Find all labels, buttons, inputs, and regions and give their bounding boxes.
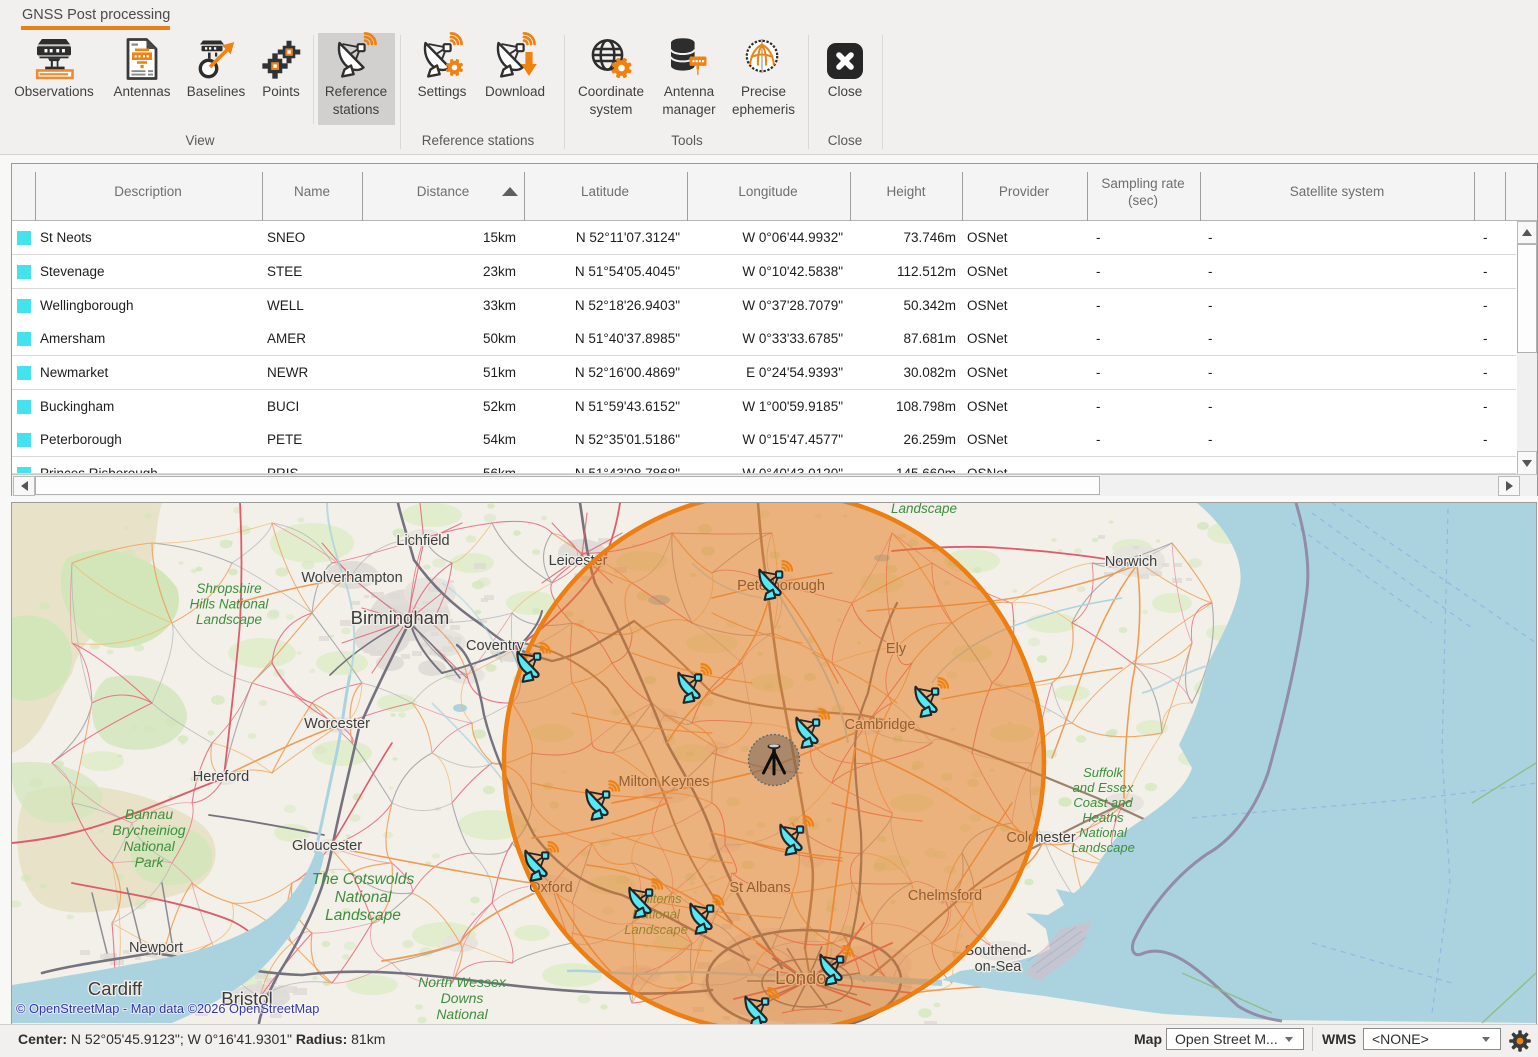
svg-text:The Cotswolds: The Cotswolds [312, 871, 415, 888]
svg-text:Worcester: Worcester [304, 716, 370, 732]
svg-text:National: National [335, 889, 392, 906]
svg-text:Brycheiniog: Brycheiniog [112, 822, 185, 838]
svg-text:Birmingham: Birmingham [351, 607, 450, 628]
svg-text:Landscape: Landscape [891, 503, 957, 516]
svg-text:Heaths: Heaths [1082, 810, 1124, 825]
svg-text:National: National [1079, 825, 1128, 840]
svg-text:Coventry: Coventry [466, 638, 525, 654]
svg-text:Cardiff: Cardiff [88, 978, 143, 999]
svg-text:Shropshire: Shropshire [196, 581, 261, 596]
svg-text:Hereford: Hereford [193, 769, 249, 785]
svg-text:Downs: Downs [441, 990, 484, 1006]
svg-text:Hills National: Hills National [190, 597, 270, 612]
svg-text:National: National [436, 1006, 488, 1022]
svg-text:Coast and: Coast and [1073, 795, 1133, 810]
svg-text:Bannau: Bannau [125, 806, 173, 822]
svg-text:National: National [123, 838, 175, 854]
svg-text:Gloucester: Gloucester [292, 838, 362, 854]
svg-text:on-Sea: on-Sea [975, 959, 1023, 975]
svg-text:Norwich: Norwich [1105, 554, 1157, 570]
svg-text:Suffolk: Suffolk [1083, 765, 1124, 780]
svg-text:Wolverhampton: Wolverhampton [301, 570, 402, 586]
svg-text:Lichfield: Lichfield [396, 533, 449, 549]
svg-text:Landscape: Landscape [196, 612, 262, 627]
svg-text:Newport: Newport [129, 940, 183, 956]
svg-text:Landscape: Landscape [325, 907, 401, 924]
svg-text:Bristol: Bristol [221, 988, 272, 1009]
svg-text:Southend-: Southend- [965, 943, 1032, 959]
svg-text:and Essex: and Essex [1073, 780, 1134, 795]
svg-text:North Wessex: North Wessex [418, 974, 507, 990]
svg-text:Park: Park [135, 854, 165, 870]
svg-text:© OpenStreetMap - Map data ©20: © OpenStreetMap - Map data ©2026 OpenStr… [16, 1001, 319, 1016]
svg-text:Landscape: Landscape [1071, 840, 1135, 855]
